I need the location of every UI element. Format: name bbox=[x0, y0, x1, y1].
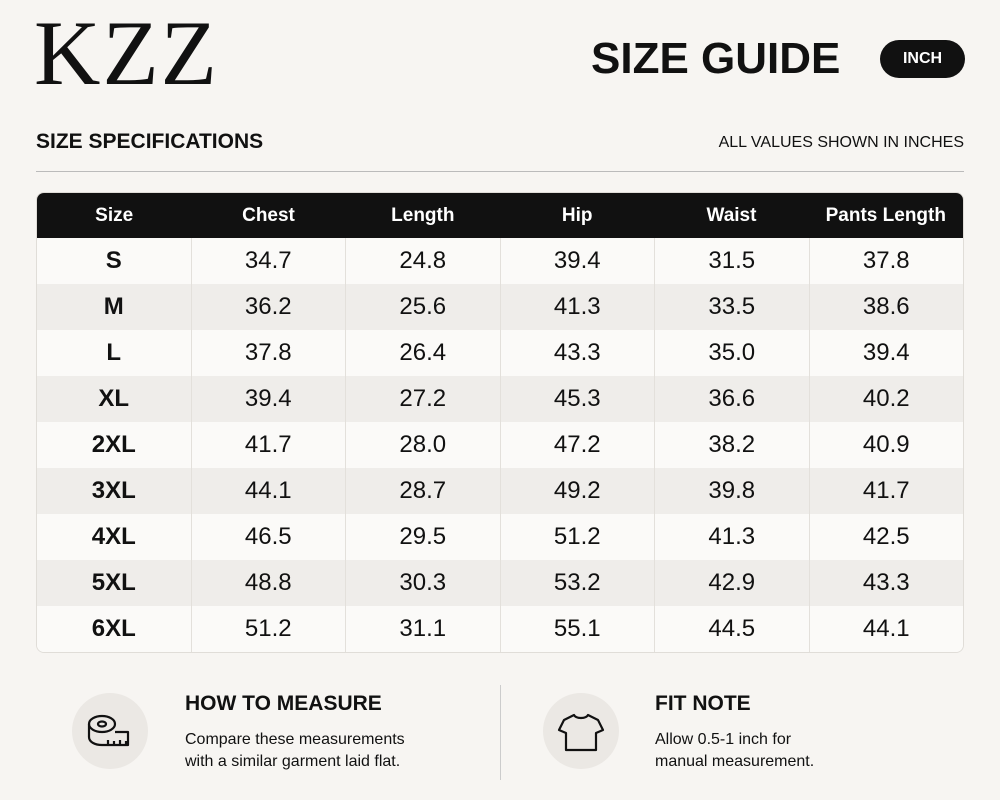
table-cell: 37.8 bbox=[190, 330, 346, 376]
table-row: XL 39.4 27.2 45.3 36.6 40.2 bbox=[37, 376, 963, 422]
table-cell: 2XL bbox=[91, 431, 136, 458]
header-cell: Waist bbox=[706, 204, 757, 226]
table-cell: 41.3 bbox=[499, 284, 655, 330]
table-cell: 53.2 bbox=[499, 560, 655, 606]
table-cell: 51.2 bbox=[499, 514, 655, 560]
table-row: 4XL 46.5 29.5 51.2 41.3 42.5 bbox=[37, 514, 963, 560]
table-cell: 44.5 bbox=[654, 606, 809, 652]
table-cell: 51.2 bbox=[190, 606, 346, 652]
table-cell: 39.8 bbox=[654, 468, 809, 514]
table-cell: 34.7 bbox=[190, 238, 346, 284]
table-cell: 31.5 bbox=[654, 238, 809, 284]
table-cell: 3XL bbox=[91, 477, 136, 504]
table-cell: 43.3 bbox=[499, 330, 655, 376]
header-cell: Pants Length bbox=[825, 204, 946, 226]
note-title: HOW TO MEASURE bbox=[185, 692, 382, 715]
table-row: M 36.2 25.6 41.3 33.5 38.6 bbox=[37, 284, 963, 330]
table-cell: 48.8 bbox=[190, 560, 346, 606]
table-cell: 38.6 bbox=[808, 284, 964, 330]
table-cell: 36.6 bbox=[654, 376, 809, 422]
table-cell: 26.4 bbox=[345, 330, 500, 376]
header-row: Size Chest Length Hip Waist Pants Length bbox=[37, 193, 963, 238]
table-cell: 33.5 bbox=[654, 284, 809, 330]
table-cell: M bbox=[103, 293, 124, 320]
note-line: with a similar garment laid flat. bbox=[185, 753, 401, 770]
table-cell: 44.1 bbox=[190, 468, 346, 514]
rule bbox=[36, 171, 964, 172]
table-cell: 41.7 bbox=[808, 468, 964, 514]
table-row: S 34.7 24.8 39.4 31.5 37.8 bbox=[37, 238, 963, 284]
table-cell: 6XL bbox=[91, 615, 136, 642]
table-cell: 37.8 bbox=[808, 238, 964, 284]
table-cell: 43.3 bbox=[808, 560, 964, 606]
table-cell: 46.5 bbox=[190, 514, 346, 560]
table-cell: 40.2 bbox=[808, 376, 964, 422]
table-cell: 42.9 bbox=[654, 560, 809, 606]
table-cell: 36.2 bbox=[190, 284, 346, 330]
note-line: Allow 0.5-1 inch for bbox=[655, 731, 792, 748]
table-cell: 4XL bbox=[91, 523, 136, 550]
table-row: L 37.8 26.4 43.3 35.0 39.4 bbox=[37, 330, 963, 376]
table-cell: 35.0 bbox=[654, 330, 809, 376]
header-cell: Chest bbox=[242, 204, 295, 226]
table-cell: 41.7 bbox=[190, 422, 346, 468]
table-cell: 40.9 bbox=[808, 422, 964, 468]
header-cell: Length bbox=[391, 204, 455, 226]
table-cell: 45.3 bbox=[499, 376, 655, 422]
header-cell: Hip bbox=[561, 204, 593, 226]
table-cell: S bbox=[105, 247, 122, 274]
table-cell: 41.3 bbox=[654, 514, 809, 560]
table-cell: 39.4 bbox=[499, 238, 655, 284]
unit-badge: INCH bbox=[880, 40, 965, 78]
table-row: 2XL 41.7 28.0 47.2 38.2 40.9 bbox=[37, 422, 963, 468]
table-cell: 39.4 bbox=[190, 376, 346, 422]
table-cell: 55.1 bbox=[499, 606, 655, 652]
table-row: 5XL 48.8 30.3 53.2 42.9 43.3 bbox=[37, 560, 963, 606]
section-note: ALL VALUES SHOWN IN INCHES bbox=[718, 134, 964, 151]
table-cell: 42.5 bbox=[808, 514, 964, 560]
logo: KZZ bbox=[34, 2, 219, 104]
table-cell: 38.2 bbox=[654, 422, 809, 468]
table-cell: 24.8 bbox=[345, 238, 500, 284]
table-cell: 28.7 bbox=[345, 468, 500, 514]
note-line: manual measurement. bbox=[655, 753, 815, 770]
size-table: Size Chest Length Hip Waist Pants Length S 34.7… bbox=[36, 192, 964, 653]
table-row: 6XL 51.2 31.1 55.1 44.5 44.1 bbox=[37, 606, 963, 652]
table-cell: 30.3 bbox=[345, 560, 500, 606]
note-title: FIT NOTE bbox=[655, 692, 751, 715]
tape-icon bbox=[72, 693, 148, 769]
divider bbox=[500, 685, 501, 780]
page-title: SIZE GUIDE bbox=[591, 34, 841, 83]
table-cell: 27.2 bbox=[345, 376, 500, 422]
table-cell: 25.6 bbox=[345, 284, 500, 330]
table-cell: 49.2 bbox=[499, 468, 655, 514]
table-cell: XL bbox=[98, 385, 130, 412]
table-row: 3XL 44.1 28.7 49.2 39.8 41.7 bbox=[37, 468, 963, 514]
table-cell: 47.2 bbox=[499, 422, 655, 468]
table-cell: 44.1 bbox=[808, 606, 964, 652]
table-cell: 5XL bbox=[91, 569, 136, 596]
table-cell: 28.0 bbox=[345, 422, 500, 468]
table-cell: 39.4 bbox=[808, 330, 964, 376]
note-line: Compare these measurements bbox=[185, 731, 405, 748]
section-title: SIZE SPECIFICATIONS bbox=[36, 130, 264, 153]
table-cell: L bbox=[106, 339, 122, 366]
table-cell: 31.1 bbox=[345, 606, 500, 652]
header-cell: Size bbox=[95, 204, 134, 226]
table-cell: 29.5 bbox=[345, 514, 500, 560]
shirt-icon bbox=[543, 693, 619, 769]
